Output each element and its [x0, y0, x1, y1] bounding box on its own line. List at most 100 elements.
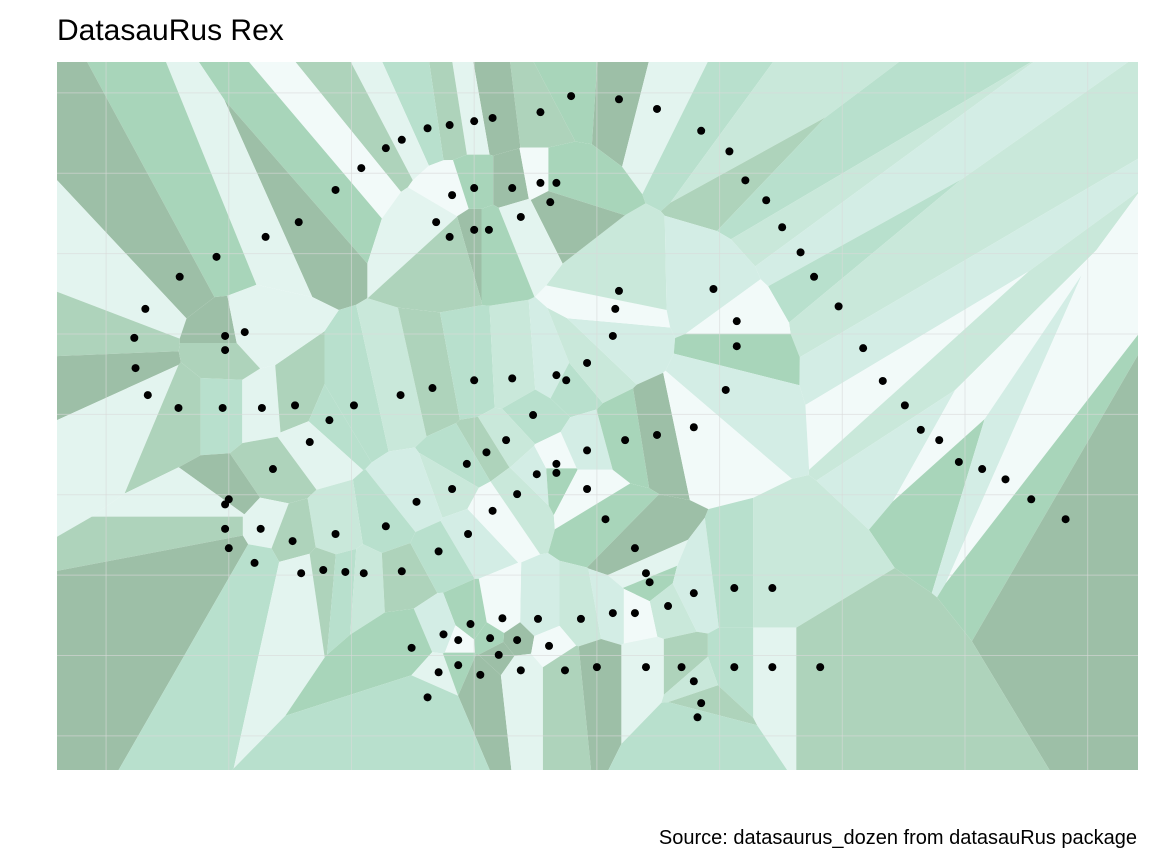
voronoi-cell [473, 62, 521, 156]
data-point [614, 286, 623, 295]
voronoi-cell [510, 445, 549, 506]
data-point [212, 252, 221, 261]
voronoi-cell [407, 160, 469, 217]
voronoi-cell [623, 588, 658, 644]
voronoi-cell [663, 370, 792, 510]
data-point [878, 376, 887, 385]
data-point [294, 218, 303, 227]
data-point [224, 544, 233, 553]
voronoi-cell [443, 578, 487, 640]
data-point [428, 384, 437, 393]
caption: Source: datasaurus_dozen from datasauRus… [659, 827, 1137, 849]
data-point [741, 176, 750, 185]
voronoi-cell [442, 652, 477, 696]
voronoi-cell [367, 187, 458, 299]
voronoi-cell [755, 62, 1129, 287]
data-point [834, 302, 843, 311]
data-point [697, 126, 706, 135]
data-point [592, 663, 601, 672]
data-point [567, 92, 576, 101]
voronoi-cell [661, 656, 718, 703]
data-point [434, 668, 443, 677]
data-point [325, 416, 334, 425]
voronoi-cell [716, 62, 1032, 240]
data-point [978, 465, 987, 474]
data-point [432, 218, 441, 227]
voronoi-cell [668, 685, 758, 726]
voronoi-cell [57, 351, 181, 421]
grid-layer [57, 62, 1138, 770]
voronoi-cell [971, 354, 1138, 770]
data-point [508, 184, 517, 193]
data-point [630, 544, 639, 553]
voronoi-cell [510, 62, 576, 148]
data-point [576, 614, 585, 623]
data-point [240, 328, 249, 337]
voronoi-cell [633, 372, 690, 501]
voronoi-cell [553, 469, 631, 530]
voronoi-cell [381, 543, 438, 613]
data-point [552, 459, 561, 468]
voronoi-cell [418, 452, 479, 518]
voronoi-cell [57, 62, 215, 319]
voronoi-cell [587, 494, 709, 576]
data-point [305, 438, 314, 447]
data-point [439, 630, 448, 639]
voronoi-cell [242, 497, 289, 549]
chart-title: DatasauRus Rex [57, 14, 284, 47]
data-point [256, 524, 265, 533]
voronoi-cell [534, 431, 577, 469]
voronoi-cell [685, 279, 791, 334]
data-point [1001, 475, 1010, 484]
data-point [762, 196, 771, 205]
data-point [502, 436, 511, 445]
data-point [529, 411, 538, 420]
voronoi-cell [808, 191, 1138, 481]
data-point [859, 344, 868, 353]
data-point [357, 164, 366, 173]
voronoi-cell [481, 204, 535, 306]
data-point [614, 95, 623, 104]
data-point [664, 602, 673, 611]
data-point [689, 677, 698, 686]
data-point [331, 530, 340, 538]
data-point [778, 223, 787, 232]
voronoi-cell [591, 62, 649, 167]
data-point [641, 569, 650, 578]
data-point [732, 342, 741, 351]
voronoi-cell [649, 583, 697, 639]
data-point [621, 436, 630, 445]
data-point [359, 569, 368, 578]
data-point [488, 506, 497, 515]
data-point [131, 364, 140, 373]
voronoi-cell [307, 479, 363, 555]
data-point [730, 663, 739, 672]
voronoi-cell [308, 384, 372, 471]
data-point [470, 117, 479, 126]
data-point [796, 248, 805, 257]
data-point [221, 346, 230, 355]
data-point [498, 614, 507, 623]
data-point [601, 515, 610, 524]
voronoi-cell [546, 203, 667, 310]
data-point [900, 401, 909, 410]
data-point [464, 530, 473, 538]
voronoi-cell [560, 409, 613, 470]
data-point [693, 713, 702, 722]
voronoi-cell [429, 62, 467, 161]
voronoi-cell [352, 469, 416, 553]
data-point [516, 212, 525, 221]
voronoi-cell [350, 544, 385, 635]
voronoi-cell [789, 62, 1138, 358]
data-point [546, 198, 555, 207]
voronoi-cell [730, 62, 1034, 267]
data-point [725, 147, 734, 156]
voronoi-cell [350, 62, 429, 181]
data-point [319, 566, 328, 575]
voronoi-cell [458, 654, 512, 770]
voronoi-cell [670, 62, 899, 203]
data-point [381, 522, 390, 531]
voronoi-layer [57, 62, 1138, 770]
data-point [486, 634, 495, 643]
